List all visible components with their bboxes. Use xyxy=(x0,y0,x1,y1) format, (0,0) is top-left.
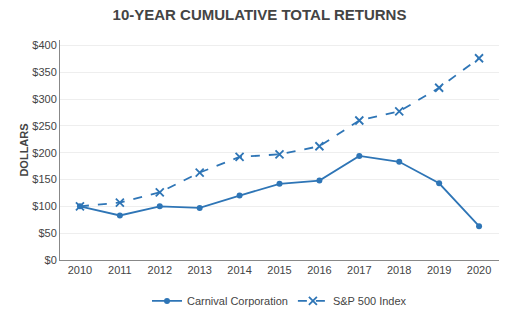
svg-text:2016: 2016 xyxy=(307,264,331,276)
svg-text:2018: 2018 xyxy=(387,264,411,276)
svg-text:$250: $250 xyxy=(32,120,56,132)
svg-text:2012: 2012 xyxy=(148,264,172,276)
svg-text:$300: $300 xyxy=(32,93,56,105)
svg-text:$50: $50 xyxy=(38,227,56,239)
svg-text:Carnival Corporation: Carnival Corporation xyxy=(187,295,288,307)
svg-text:2015: 2015 xyxy=(267,264,291,276)
svg-text:2010: 2010 xyxy=(68,264,92,276)
svg-text:S&P 500 Index: S&P 500 Index xyxy=(333,295,407,307)
svg-text:$100: $100 xyxy=(32,200,56,212)
svg-text:2020: 2020 xyxy=(467,264,491,276)
svg-text:$350: $350 xyxy=(32,66,56,78)
svg-text:2011: 2011 xyxy=(108,264,132,276)
svg-text:DOLLARS: DOLLARS xyxy=(18,123,30,176)
svg-text:$150: $150 xyxy=(32,173,56,185)
svg-text:$400: $400 xyxy=(32,39,56,51)
svg-text:2017: 2017 xyxy=(347,264,371,276)
svg-text:2019: 2019 xyxy=(427,264,451,276)
svg-text:$0: $0 xyxy=(45,254,57,266)
svg-text:$200: $200 xyxy=(32,147,56,159)
svg-text:10-YEAR CUMULATIVE TOTAL RETUR: 10-YEAR CUMULATIVE TOTAL RETURNS xyxy=(113,6,407,23)
svg-text:2013: 2013 xyxy=(187,264,211,276)
svg-text:2014: 2014 xyxy=(227,264,251,276)
